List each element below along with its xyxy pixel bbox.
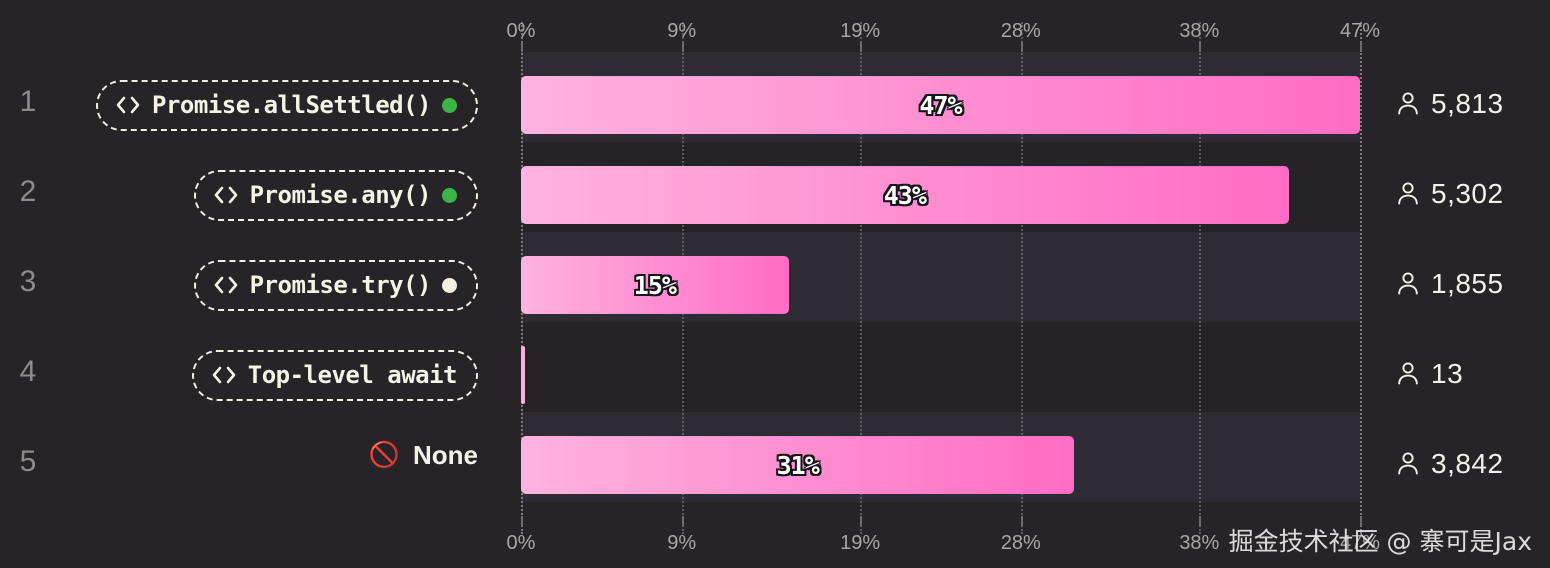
category-label-text: None bbox=[413, 440, 478, 470]
category-label-text: Promise.allSettled() bbox=[152, 91, 431, 119]
rank-number: 4 bbox=[19, 355, 37, 388]
axis-tick-mark bbox=[1020, 42, 1023, 52]
axis-tick-label: 0% bbox=[506, 532, 536, 554]
axis-tick-mark bbox=[860, 42, 863, 52]
axis-tick-mark bbox=[860, 516, 863, 526]
gridline bbox=[860, 22, 863, 534]
category-label-row: Promise.any() bbox=[193, 170, 478, 221]
code-icon bbox=[213, 185, 239, 205]
axis-tick-label: 28% bbox=[1000, 20, 1041, 42]
axis-tick-mark bbox=[521, 516, 523, 526]
category-label-row: 🚫 None bbox=[369, 440, 478, 471]
axis-tick-mark bbox=[1199, 516, 1202, 526]
category-label-text: Promise.any() bbox=[249, 181, 432, 209]
category-pill[interactable]: Promise.any() bbox=[193, 170, 478, 221]
count-value: 5,302 bbox=[1431, 178, 1504, 209]
gridline bbox=[1020, 22, 1023, 534]
person-icon bbox=[1396, 451, 1420, 477]
respondent-count: 13 bbox=[1396, 358, 1463, 390]
axis-tick-label: 47% bbox=[1339, 532, 1381, 554]
code-icon bbox=[213, 275, 239, 295]
code-icon bbox=[115, 95, 141, 115]
bar[interactable]: 31% bbox=[521, 436, 1075, 494]
rank-number: 1 bbox=[19, 85, 37, 118]
rank-number: 2 bbox=[19, 175, 37, 208]
bar-value-label: 43% bbox=[883, 180, 927, 210]
category-pill[interactable]: Promise.try() bbox=[193, 260, 478, 311]
prohibited-icon: 🚫 bbox=[368, 441, 400, 469]
axis-tick-label: 9% bbox=[667, 532, 697, 554]
rank-number: 3 bbox=[19, 265, 37, 298]
person-icon bbox=[1396, 181, 1420, 207]
category-label-row: Promise.try() bbox=[193, 260, 478, 311]
person-icon bbox=[1396, 361, 1420, 387]
rank-number: 5 bbox=[19, 445, 37, 478]
axis-tick-mark bbox=[681, 42, 684, 52]
axis-tick-label: 47% bbox=[1339, 20, 1381, 42]
axis-tick-mark bbox=[521, 42, 523, 52]
axis-tick-mark bbox=[1199, 42, 1202, 52]
respondent-count: 5,813 bbox=[1396, 88, 1504, 120]
status-dot bbox=[442, 277, 457, 293]
category-pill[interactable]: Top-level await bbox=[191, 350, 478, 401]
respondent-count: 1,855 bbox=[1396, 268, 1504, 300]
axis-tick-label: 0% bbox=[506, 20, 536, 42]
axis-tick-label: 38% bbox=[1179, 20, 1220, 42]
person-icon bbox=[1396, 271, 1420, 297]
plot-area: 47% 43% 15% 31% bbox=[521, 22, 1362, 534]
axis-tick-label: 19% bbox=[840, 20, 881, 42]
axis-tick-label: 19% bbox=[840, 532, 881, 554]
axis-tick-label: 9% bbox=[667, 20, 697, 42]
category-label-text: Promise.try() bbox=[249, 271, 432, 299]
count-value: 1,855 bbox=[1431, 268, 1504, 299]
respondent-count: 3,842 bbox=[1396, 448, 1504, 480]
code-icon bbox=[211, 365, 237, 385]
bar[interactable]: 15% bbox=[521, 256, 789, 314]
gridline bbox=[1199, 22, 1202, 534]
status-dot bbox=[442, 187, 457, 203]
axis-tick-label: 28% bbox=[1000, 532, 1041, 554]
watermark: 掘金技术社区 @ 寨可是Jax bbox=[1228, 527, 1532, 556]
category-label-row: Promise.allSettled() bbox=[96, 80, 478, 131]
axis-tick-label: 38% bbox=[1179, 532, 1220, 554]
axis-tick-mark bbox=[1360, 42, 1362, 52]
respondent-count: 5,302 bbox=[1396, 178, 1504, 210]
count-value: 5,813 bbox=[1431, 88, 1504, 119]
bar-value-label: 47% bbox=[919, 90, 962, 120]
bar[interactable]: 43% bbox=[521, 166, 1289, 224]
axis-tick-mark bbox=[1360, 516, 1362, 526]
count-value: 3,842 bbox=[1431, 448, 1504, 479]
category-label-row: Top-level await bbox=[191, 350, 478, 401]
person-icon bbox=[1396, 91, 1420, 117]
bar[interactable]: 47% bbox=[521, 76, 1360, 134]
status-dot bbox=[442, 97, 457, 113]
category-pill[interactable]: Promise.allSettled() bbox=[96, 80, 478, 131]
axis-tick-mark bbox=[681, 516, 684, 526]
category-label-text: Top-level await bbox=[247, 361, 458, 389]
bar-value-label: 31% bbox=[776, 450, 820, 480]
bar[interactable] bbox=[521, 346, 525, 404]
bar-value-label: 15% bbox=[633, 270, 677, 300]
count-value: 13 bbox=[1431, 358, 1464, 389]
category-plain[interactable]: 🚫 None bbox=[369, 440, 478, 471]
row-band bbox=[521, 322, 1360, 412]
axis-tick-mark bbox=[1020, 516, 1023, 526]
gridline bbox=[1360, 22, 1362, 534]
